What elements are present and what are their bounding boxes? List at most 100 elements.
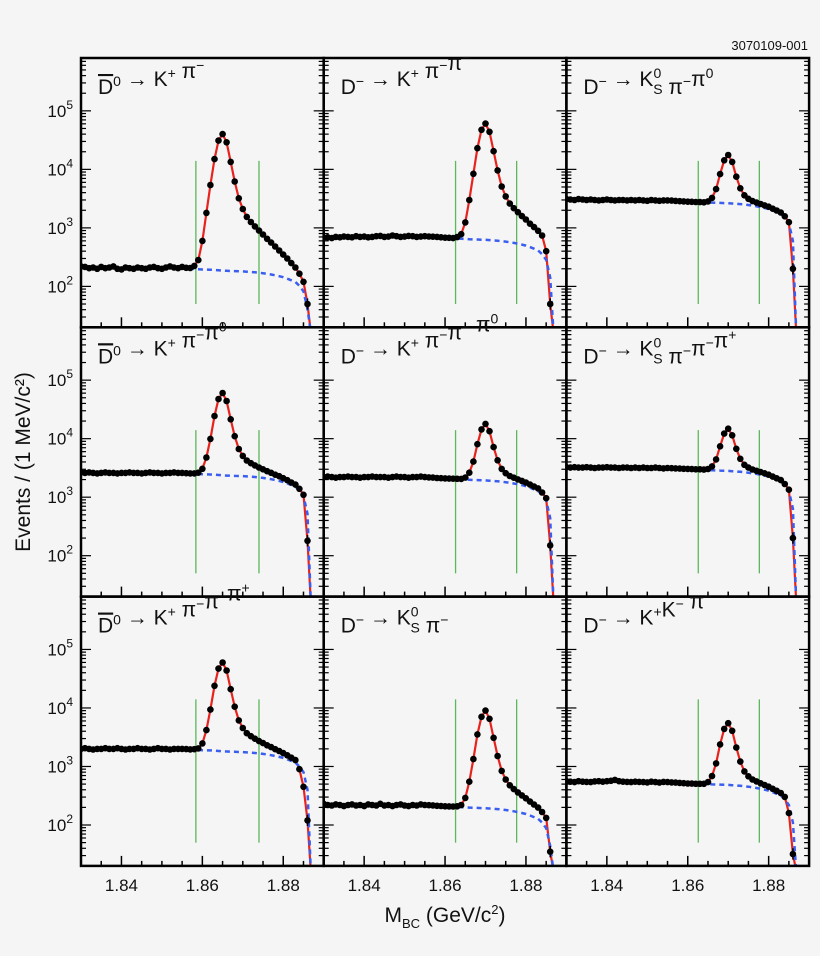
data-point: [239, 205, 247, 213]
data-point: [239, 724, 247, 732]
data-point: [219, 389, 226, 397]
data-point: [215, 665, 222, 672]
data-point: [486, 715, 493, 723]
data-point: [724, 151, 732, 159]
y-tick-exponent: 2: [66, 812, 73, 826]
figure-id: 3070109-001: [731, 38, 808, 53]
data-point: [716, 443, 724, 450]
data-point: [510, 204, 518, 212]
data-point: [203, 726, 210, 734]
panel-9: D− → K+K− π−1.84 1.86 1.88: [565, 588, 811, 895]
data-point: [235, 195, 243, 202]
label-text: D: [341, 345, 356, 368]
data-point: [538, 232, 546, 239]
data-point: [300, 783, 307, 791]
label-superscript: 0: [706, 65, 714, 81]
label-text: π: [176, 599, 196, 622]
y-tick-exponent: 2: [66, 543, 73, 557]
data-point: [728, 158, 736, 166]
data-point: [288, 259, 295, 267]
data-point: [494, 457, 501, 464]
data-point: [542, 814, 550, 822]
data-point: [462, 219, 469, 226]
data-point: [223, 139, 230, 146]
data-point: [478, 126, 485, 134]
data-point: [490, 147, 497, 155]
data-point: [462, 794, 469, 802]
data-point: [498, 183, 506, 190]
data-point: [195, 469, 202, 477]
label-text: π: [419, 329, 439, 352]
label-superscript: −: [356, 342, 364, 358]
data-point: [482, 420, 489, 428]
label-text: D: [583, 615, 598, 638]
x-tick-label: 1.88: [752, 876, 785, 895]
data-point: [785, 218, 793, 226]
data-point: [203, 454, 210, 461]
panel-label: D0 → K+ π−π−π+: [98, 580, 250, 638]
panel-label: D− → K+K− π−: [583, 588, 712, 638]
label-superscript: 0: [411, 604, 419, 620]
data-point: [470, 755, 477, 763]
data-point: [781, 213, 789, 220]
data-point: [215, 137, 222, 144]
data-point: [466, 469, 473, 477]
data-point: [231, 432, 238, 440]
label-superscript: +: [242, 580, 250, 596]
label-text: D: [98, 615, 113, 638]
x-tick-label: 1.88: [267, 876, 300, 895]
plot-area: [566, 425, 798, 597]
label-superscript: −: [599, 342, 607, 358]
data-point: [466, 778, 473, 785]
label-superscript: −: [219, 588, 227, 604]
data-point: [494, 167, 501, 174]
label-text: π: [204, 321, 219, 344]
label-text: π: [176, 329, 196, 352]
data-point: [474, 440, 481, 448]
data-point: [251, 223, 259, 230]
data-point: [296, 270, 303, 278]
plot-area: [81, 389, 312, 597]
y-tick-label: 103: [47, 215, 73, 238]
label-superscript: −: [356, 73, 364, 89]
plot-area: [566, 699, 798, 866]
y-tick-exponent: 3: [66, 484, 73, 498]
y-tick-label: 103: [47, 753, 73, 776]
data-point: [542, 247, 550, 255]
plot-area: [566, 151, 798, 328]
data-point: [737, 185, 744, 192]
y-tick-base: 10: [47, 430, 66, 449]
label-superscript: 0: [113, 73, 121, 89]
label-superscript: 0: [490, 310, 498, 326]
label-superscript: −: [683, 73, 691, 89]
label-text: → K: [607, 337, 654, 360]
data-point: [737, 758, 744, 765]
label-text: π: [684, 591, 704, 614]
data-point: [292, 264, 299, 271]
data-point: [470, 458, 477, 465]
data-point: [538, 489, 546, 496]
data-point: [199, 740, 206, 747]
label-text: π: [447, 321, 462, 344]
data-point: [728, 432, 736, 439]
label-superscript: +: [728, 326, 736, 342]
data-point: [235, 445, 243, 453]
y-tick-base: 10: [47, 640, 66, 659]
label-superscript: 0: [653, 65, 661, 81]
y-tick-base: 10: [47, 102, 66, 121]
y-tick-label: 104: [47, 695, 73, 718]
label-text: π: [470, 313, 490, 336]
label-superscript: −: [706, 334, 714, 350]
data-point: [781, 480, 789, 488]
label-superscript: +: [653, 604, 661, 620]
data-point: [296, 485, 303, 493]
data-point: [231, 703, 238, 710]
panel-2: D− → K+ π−π−: [322, 49, 568, 329]
label-text: π: [663, 76, 683, 99]
y-tick-label: 103: [47, 484, 73, 507]
label-text: D: [341, 615, 356, 638]
data-point: [191, 262, 198, 270]
panel-label: D− → K0 S π−: [341, 604, 449, 638]
